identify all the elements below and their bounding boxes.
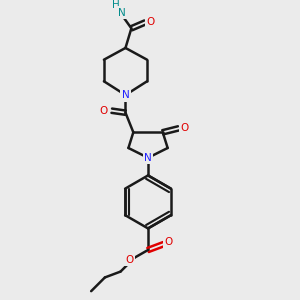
Text: O: O <box>125 255 134 265</box>
Text: H: H <box>112 0 119 10</box>
Text: N: N <box>118 8 125 18</box>
Text: N: N <box>122 90 129 100</box>
Text: O: O <box>100 106 108 116</box>
Text: O: O <box>164 237 173 247</box>
Text: O: O <box>180 123 188 134</box>
Text: O: O <box>147 17 155 27</box>
Text: N: N <box>144 153 152 163</box>
